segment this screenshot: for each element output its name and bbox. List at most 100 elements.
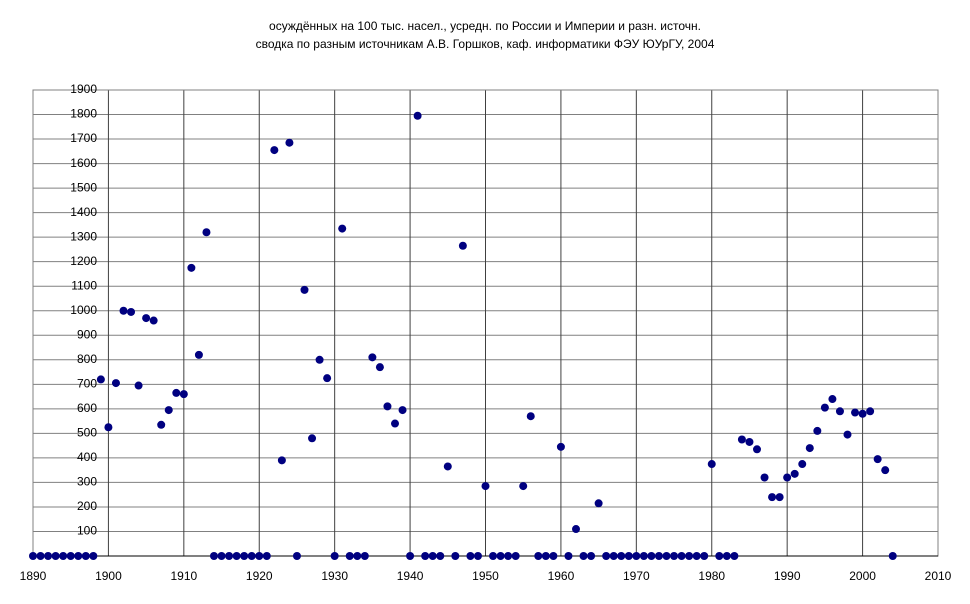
point (391, 419, 399, 428)
point (292, 552, 301, 560)
x-tick-label: 1950 (472, 569, 499, 583)
point (360, 552, 369, 560)
point (127, 307, 136, 316)
point (149, 316, 158, 325)
point (202, 228, 211, 237)
point (707, 460, 716, 469)
point (851, 408, 860, 417)
y-tick-label: 1500 (70, 180, 97, 194)
point (753, 445, 761, 454)
chart-subtitle: сводка по разным источникам А.В. Горшков… (256, 37, 715, 51)
point (300, 285, 309, 294)
y-tick-label: 900 (77, 327, 97, 341)
point (466, 552, 475, 560)
y-tick-label: 200 (77, 499, 97, 513)
point (194, 350, 203, 359)
x-tick-label: 1900 (95, 569, 122, 583)
point (519, 482, 528, 491)
point (700, 552, 709, 560)
point (760, 473, 769, 482)
point (104, 423, 113, 432)
x-tick-label: 1990 (774, 569, 801, 583)
point (677, 552, 686, 560)
point (44, 552, 53, 560)
point (745, 437, 754, 446)
point (187, 263, 196, 272)
point (277, 456, 286, 465)
point (489, 552, 498, 560)
y-tick-label: 100 (77, 524, 97, 538)
y-tick-label: 1700 (70, 131, 97, 145)
point (805, 444, 814, 453)
point (210, 552, 218, 560)
point (172, 388, 181, 397)
point (142, 314, 151, 323)
point (473, 552, 482, 560)
point (225, 552, 234, 560)
y-tick-label: 700 (77, 376, 97, 390)
point (579, 552, 588, 560)
point (888, 552, 897, 560)
point (270, 146, 279, 155)
point (858, 409, 867, 418)
point (247, 552, 256, 560)
point (285, 138, 294, 147)
point (51, 552, 60, 560)
point (504, 552, 513, 560)
point (134, 381, 143, 390)
point (587, 552, 596, 560)
y-tick-label: 1800 (70, 107, 97, 121)
point (496, 552, 505, 560)
point (428, 552, 437, 560)
point (798, 460, 807, 469)
x-tick-label: 1970 (623, 569, 650, 583)
y-tick-label: 500 (77, 426, 97, 440)
point (609, 552, 618, 560)
point (783, 473, 792, 482)
point (654, 552, 663, 560)
x-tick-label: 1980 (698, 569, 725, 583)
point (315, 355, 324, 364)
point (330, 552, 339, 560)
point (881, 466, 890, 475)
point (353, 552, 362, 560)
point (564, 552, 573, 560)
point (458, 241, 467, 250)
point (96, 375, 105, 384)
point (29, 552, 37, 560)
point (843, 430, 852, 439)
y-tick-label: 1900 (70, 82, 97, 96)
point (74, 552, 83, 560)
point (647, 552, 656, 560)
point (572, 525, 580, 534)
point (338, 224, 347, 233)
point (715, 552, 724, 560)
x-tick-label: 2010 (925, 569, 952, 583)
point (685, 552, 694, 560)
point (768, 493, 777, 502)
point (443, 462, 452, 471)
x-tick-label: 1910 (170, 569, 197, 583)
point (534, 552, 543, 560)
point (119, 306, 128, 315)
point (81, 552, 90, 560)
point (866, 407, 875, 416)
y-tick-label: 1100 (71, 278, 97, 292)
point (662, 552, 671, 560)
chart-title: осуждённых на 100 тыс. насел., усредн. п… (269, 19, 701, 33)
y-tick-label: 600 (77, 401, 97, 415)
point (345, 552, 354, 560)
point (157, 420, 166, 429)
point (617, 552, 626, 560)
point (66, 552, 75, 560)
point (722, 552, 731, 560)
point (406, 552, 415, 560)
x-tick-label: 1920 (246, 569, 273, 583)
y-tick-label: 1000 (70, 303, 97, 317)
point (59, 552, 68, 560)
point (624, 552, 633, 560)
point (36, 552, 45, 560)
point (526, 412, 535, 421)
